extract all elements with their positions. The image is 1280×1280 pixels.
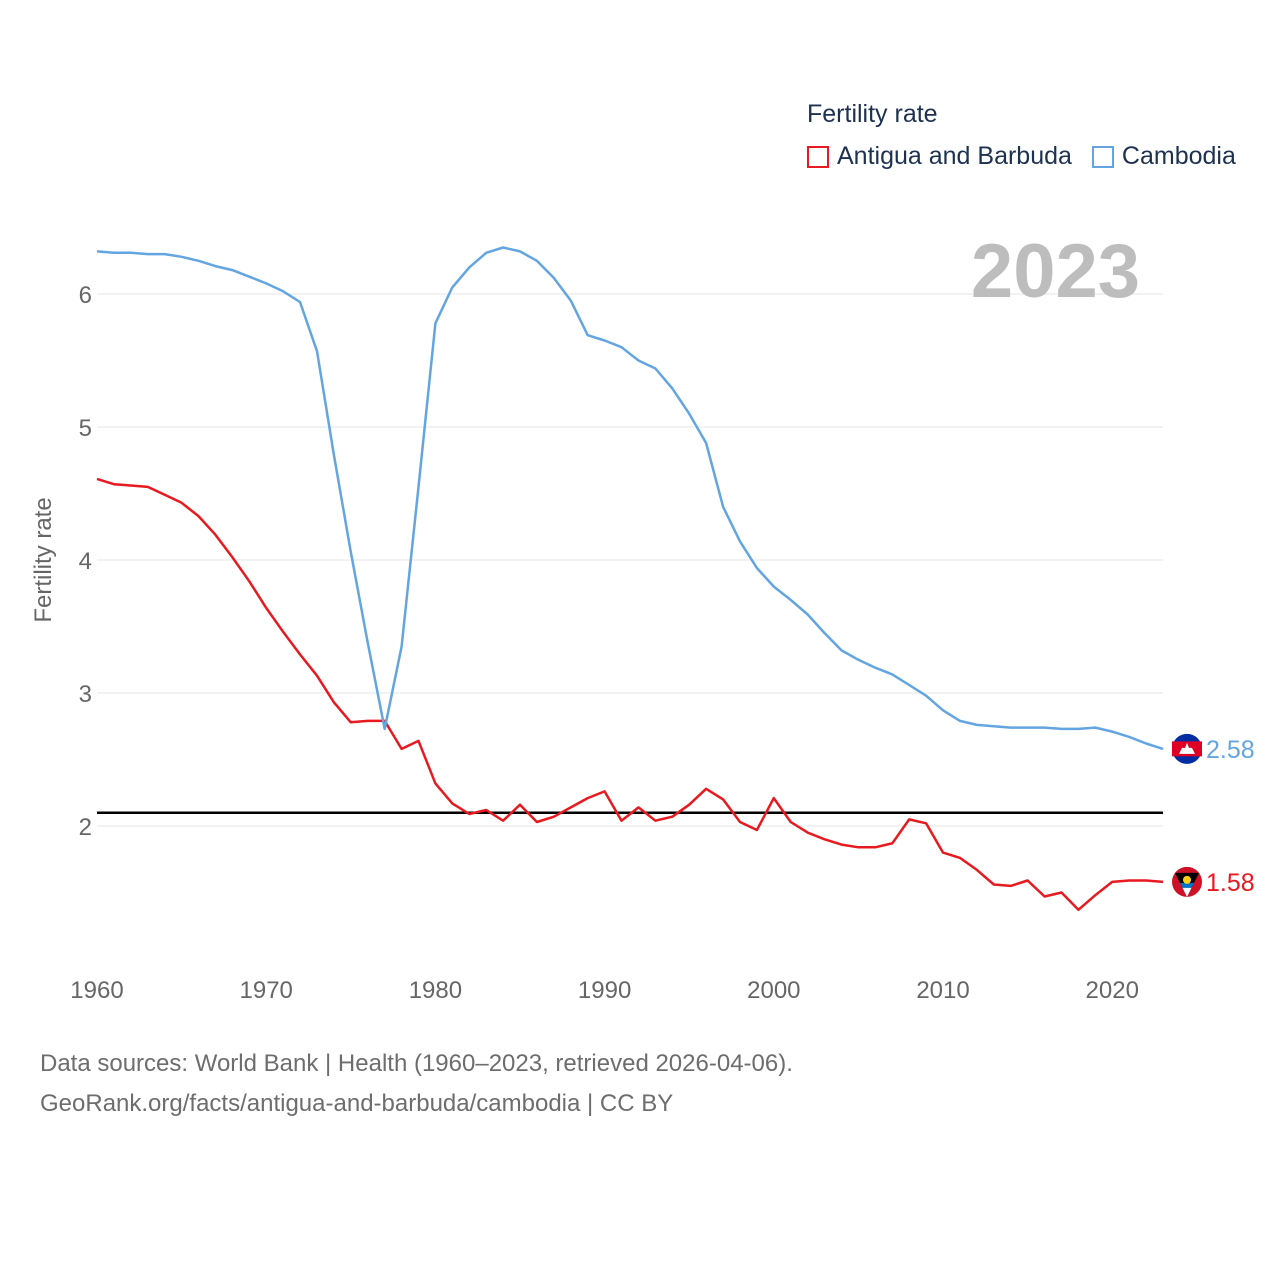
y-axis-title: Fertility rate bbox=[30, 497, 57, 622]
series-line-0 bbox=[96, 477, 1164, 912]
x-tick-label: 2010 bbox=[916, 977, 969, 1004]
flag-white bbox=[1182, 887, 1192, 897]
grid-lines bbox=[97, 293, 1163, 827]
legend-swatch-cambodia bbox=[1091, 145, 1114, 168]
end-marker-0 bbox=[1172, 866, 1202, 897]
flag-temple bbox=[1179, 742, 1195, 754]
x-tick-label: 1990 bbox=[578, 977, 631, 1004]
y-tick-label: 2 bbox=[79, 814, 92, 841]
footer-line-2: GeoRank.org/facts/antigua-and-barbuda/ca… bbox=[40, 1090, 674, 1117]
series-line-1 bbox=[96, 246, 1164, 751]
legend-item-antigua[interactable]: Antigua and Barbuda bbox=[807, 142, 1072, 171]
y-tick-label: 3 bbox=[79, 681, 92, 708]
end-value-label-1: 2.58 bbox=[1206, 736, 1255, 764]
axis-ticks: 2 3 4 5 6 1960 1970 1980 1990 2000 2010 2020 Fertili… bbox=[30, 282, 1139, 1004]
end-marker-1 bbox=[1172, 733, 1202, 764]
y-tick-label: 5 bbox=[79, 415, 92, 442]
series-lines bbox=[96, 246, 1164, 912]
x-tick-label: 1980 bbox=[409, 977, 462, 1004]
legend-item-cambodia[interactable]: Cambodia bbox=[1091, 142, 1236, 171]
footer-source: Data sources: World Bank | Health (1960–… bbox=[40, 1044, 793, 1124]
year-label: 2023 bbox=[970, 229, 1140, 314]
footer-line-1: Data sources: World Bank | Health (1960–… bbox=[40, 1050, 793, 1077]
x-tick-label: 1970 bbox=[240, 977, 293, 1004]
flag-sun bbox=[1183, 875, 1191, 884]
legend: Antigua and Barbuda Cambodia bbox=[807, 142, 1256, 171]
legend-title: Fertility rate bbox=[807, 100, 938, 128]
x-tick-label: 2020 bbox=[1086, 977, 1139, 1004]
legend-swatch-antigua bbox=[807, 145, 829, 168]
end-markers: 1.58 2.58 bbox=[1172, 733, 1255, 897]
end-value-label-0: 1.58 bbox=[1206, 869, 1255, 897]
x-tick-label: 1960 bbox=[70, 977, 123, 1004]
y-tick-label: 4 bbox=[79, 548, 92, 575]
x-tick-label: 2000 bbox=[747, 977, 800, 1004]
y-tick-label: 6 bbox=[79, 282, 92, 309]
legend-label-antigua: Antigua and Barbuda bbox=[837, 142, 1072, 170]
legend-label-cambodia: Cambodia bbox=[1121, 142, 1236, 170]
